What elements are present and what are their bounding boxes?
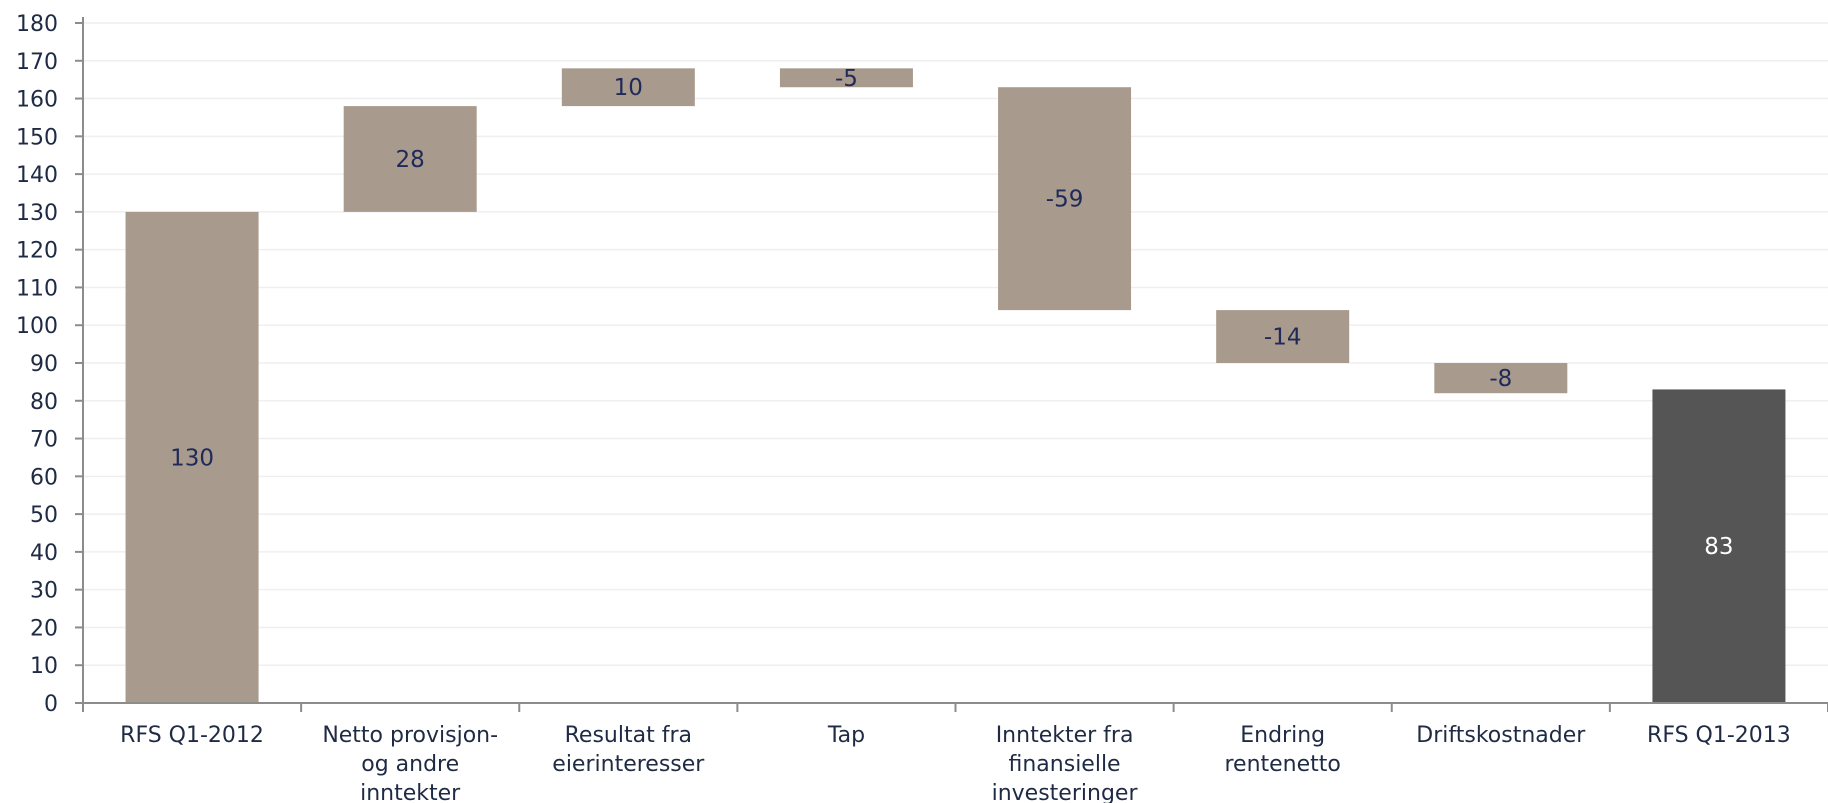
x-category-label-line: Tap bbox=[827, 723, 865, 748]
x-category-label-line: RFS Q1-2013 bbox=[1647, 723, 1791, 748]
x-category-label-line: finansielle bbox=[1009, 752, 1121, 777]
bar bbox=[998, 87, 1132, 311]
bar bbox=[1652, 389, 1786, 703]
x-category-label: RFS Q1-2012 bbox=[120, 723, 264, 748]
x-category-label: Netto provisjon-og andre inntekter bbox=[322, 723, 498, 803]
x-category-label-line: Inntekter fra bbox=[996, 723, 1134, 748]
y-tick-label: 10 bbox=[30, 654, 58, 679]
y-tick-label: 130 bbox=[16, 201, 58, 226]
x-category-label-line: Driftskostnader bbox=[1416, 723, 1586, 748]
x-category-label: Inntekter fra finansielle investeringer bbox=[992, 723, 1139, 803]
x-category-label-line: Netto provisjon- bbox=[322, 723, 498, 748]
y-tick-label: 70 bbox=[30, 428, 58, 453]
bar bbox=[1434, 363, 1568, 394]
y-tick-label: 170 bbox=[16, 50, 58, 75]
bar bbox=[561, 68, 695, 107]
data-label: 10 bbox=[614, 75, 643, 101]
data-labels: 130 28 10 -5 -59 -14 -8 83 bbox=[170, 66, 1733, 560]
y-tick-label: 50 bbox=[30, 503, 58, 528]
y-tick-label: 60 bbox=[30, 465, 58, 490]
y-tick-label: 80 bbox=[30, 390, 58, 415]
y-tick-label: 0 bbox=[44, 692, 58, 717]
x-category-label-line: eierinteresser bbox=[552, 752, 705, 777]
y-tick-label: 120 bbox=[16, 239, 58, 264]
x-category-label-line: RFS Q1-2012 bbox=[120, 723, 264, 748]
data-label: 28 bbox=[396, 147, 425, 173]
data-label: -5 bbox=[835, 66, 858, 92]
y-tick-label: 90 bbox=[30, 352, 58, 377]
y-tick-label: 100 bbox=[16, 314, 58, 339]
grid-lines bbox=[83, 22, 1828, 666]
x-category-label-line: rentenetto bbox=[1224, 752, 1340, 777]
y-tick-label: 110 bbox=[16, 276, 58, 301]
x-category-label-line: Endring bbox=[1240, 723, 1325, 748]
y-tick-label: 40 bbox=[30, 541, 58, 566]
data-label: -8 bbox=[1489, 366, 1512, 392]
x-category-label: RFS Q1-2013 bbox=[1647, 723, 1791, 748]
y-tick-label: 30 bbox=[30, 579, 58, 604]
y-tick-label: 160 bbox=[16, 88, 58, 113]
bar bbox=[1216, 310, 1350, 363]
x-category-label-line: Resultat fra bbox=[565, 723, 692, 748]
x-category-label-line: investeringer bbox=[992, 781, 1139, 803]
x-category-label-line: inntekter bbox=[360, 781, 461, 803]
axes: 0 10 20 30 40 50 60 70 80 90 100 110 120 130 140 150 160… bbox=[16, 12, 1828, 803]
data-label: -14 bbox=[1264, 325, 1302, 351]
bar bbox=[779, 68, 913, 88]
data-label: 83 bbox=[1704, 534, 1733, 560]
y-tick-label: 20 bbox=[30, 616, 58, 641]
y-tick-label: 140 bbox=[16, 163, 58, 188]
x-category-label-line: og andre bbox=[361, 752, 459, 777]
x-category-label: Endring rentenetto bbox=[1224, 723, 1340, 777]
x-category-label: Tap bbox=[827, 723, 865, 748]
data-label: -59 bbox=[1046, 187, 1084, 213]
bar bbox=[125, 211, 259, 703]
y-tick-label: 150 bbox=[16, 125, 58, 150]
y-tick-label: 180 bbox=[16, 12, 58, 37]
data-label: 130 bbox=[170, 445, 214, 471]
x-category-label: Resultat fra eierinteresser bbox=[552, 723, 705, 777]
bars bbox=[125, 68, 1786, 703]
x-category-label: Driftskostnader bbox=[1416, 723, 1586, 748]
bar bbox=[343, 106, 477, 212]
